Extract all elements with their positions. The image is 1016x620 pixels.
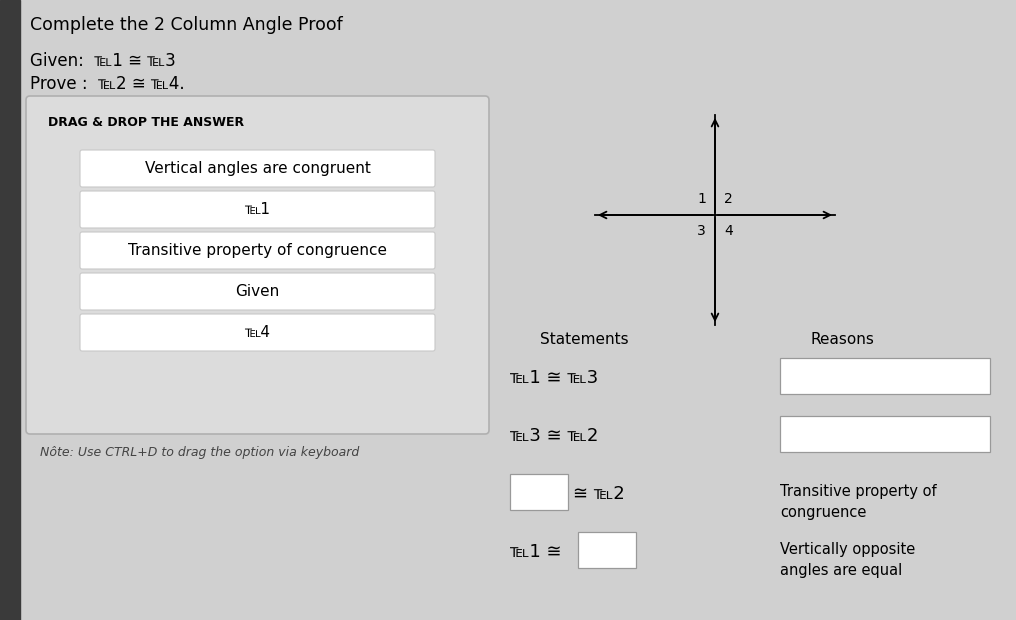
Text: Given: Given xyxy=(236,284,279,299)
FancyBboxPatch shape xyxy=(80,314,435,351)
Text: 1: 1 xyxy=(697,192,706,206)
Text: ℡3 ≅ ℡2: ℡3 ≅ ℡2 xyxy=(510,427,598,445)
Text: 4: 4 xyxy=(724,224,733,238)
FancyBboxPatch shape xyxy=(26,96,489,434)
Text: Given:  ℡1 ≅ ℡3: Given: ℡1 ≅ ℡3 xyxy=(30,52,176,70)
FancyBboxPatch shape xyxy=(80,273,435,310)
Text: ℡1 ≅ ℡3: ℡1 ≅ ℡3 xyxy=(510,369,598,387)
Text: Transitive property of congruence: Transitive property of congruence xyxy=(128,243,387,258)
Text: Nôte: Use CTRL+D to drag the option via keyboard: Nôte: Use CTRL+D to drag the option via … xyxy=(40,446,360,459)
FancyBboxPatch shape xyxy=(80,150,435,187)
Text: Vertically opposite
angles are equal: Vertically opposite angles are equal xyxy=(780,542,915,578)
FancyBboxPatch shape xyxy=(510,474,568,510)
Text: Reasons: Reasons xyxy=(810,332,874,347)
Text: ≅ ℡2: ≅ ℡2 xyxy=(573,485,625,503)
FancyBboxPatch shape xyxy=(780,416,990,452)
Text: DRAG & DROP THE ANSWER: DRAG & DROP THE ANSWER xyxy=(48,116,244,129)
Text: ℡1 ≅: ℡1 ≅ xyxy=(510,543,567,561)
Text: Statements: Statements xyxy=(539,332,629,347)
FancyBboxPatch shape xyxy=(578,532,636,568)
Text: 2: 2 xyxy=(724,192,733,206)
Text: ℡1: ℡1 xyxy=(245,202,270,217)
Text: Transitive property of
congruence: Transitive property of congruence xyxy=(780,484,937,520)
FancyBboxPatch shape xyxy=(80,232,435,269)
Text: 3: 3 xyxy=(697,224,706,238)
Bar xyxy=(0,0,20,620)
Text: Prove :  ℡2 ≅ ℡4.: Prove : ℡2 ≅ ℡4. xyxy=(30,75,185,93)
FancyBboxPatch shape xyxy=(80,191,435,228)
FancyBboxPatch shape xyxy=(780,358,990,394)
Text: Complete the 2 Column Angle Proof: Complete the 2 Column Angle Proof xyxy=(30,16,342,34)
Text: ℡4: ℡4 xyxy=(245,325,270,340)
Text: Vertical angles are congruent: Vertical angles are congruent xyxy=(144,161,371,176)
